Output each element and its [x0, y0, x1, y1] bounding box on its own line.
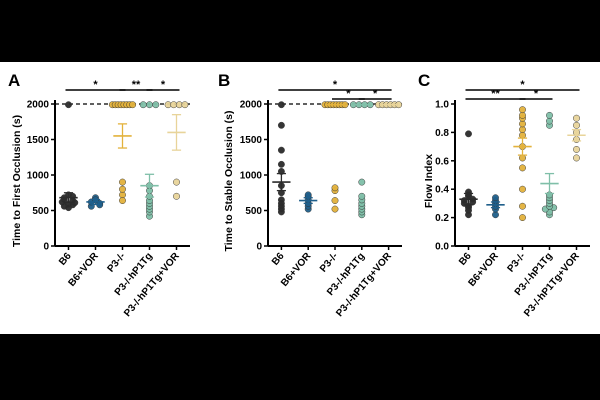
data-point-p3-hp1tg-vor	[573, 121, 580, 129]
data-point-b6	[277, 160, 285, 168]
data-point-p3-hp1tg-vor	[173, 192, 180, 200]
y-tick-label: 1000	[27, 171, 50, 182]
panel-letter: A	[8, 71, 20, 90]
data-point-p3	[519, 202, 526, 210]
y-tick-label: 0	[43, 242, 49, 253]
data-point-p3-hp1tg	[546, 111, 553, 119]
data-point-b6	[277, 121, 285, 129]
data-point-p3-hp1tg-vor	[573, 145, 580, 153]
y-tick-label: 0.2	[435, 213, 449, 224]
data-point-p3-hp1tg	[146, 101, 153, 109]
y-tick-label: 0	[256, 242, 262, 253]
data-point-p3	[519, 185, 526, 193]
panel-b: B Time to Stable Occlusion (s) 0 500 1000 150…	[218, 71, 403, 319]
category-label-p3: P3-/-	[105, 251, 127, 275]
figure-panel: A Time to First Occlusion (s) 0 500 1000 1500…	[0, 62, 600, 334]
y-tick-label: 2000	[240, 100, 263, 111]
significance-label: *	[520, 79, 525, 91]
data-point-p3-hp1tg	[358, 192, 366, 200]
category-label-p3: P3-/-	[318, 251, 340, 275]
category-label-b6: B6	[270, 251, 287, 268]
data-point-p3-hp1tg-vor	[173, 178, 180, 186]
category-label-p3: P3-/-	[505, 251, 527, 275]
data-point-p3-hp1tg	[139, 101, 147, 109]
y-axis-title: Time to First Occlusion (s)	[11, 115, 23, 247]
data-point-b6	[65, 101, 72, 109]
figure-svg: A Time to First Occlusion (s) 0 500 1000 1500…	[8, 71, 590, 319]
category-label-b6: B6	[457, 251, 474, 268]
category-label-b6-vor: B6+VOR	[66, 250, 101, 289]
data-point-p3-hp1tg-vor	[181, 101, 189, 109]
significance-label: *	[333, 79, 338, 91]
y-tick-label: 1000	[240, 171, 263, 182]
data-point-p3	[119, 178, 126, 186]
y-tick-label: 1.0	[435, 100, 449, 111]
data-point-p3	[119, 197, 126, 205]
y-tick-label: 0.6	[435, 156, 449, 167]
category-label-b6-vor: B6+VOR	[466, 250, 501, 289]
panel-letter: B	[218, 71, 230, 90]
significance-label: **	[491, 88, 500, 100]
significance-label: *	[161, 79, 166, 91]
data-point-p3	[331, 205, 339, 213]
data-point-p3-hp1tg-vor	[573, 114, 580, 122]
data-point-p3	[519, 106, 526, 114]
panel-a: A Time to First Occlusion (s) 0 500 1000 1500…	[8, 71, 190, 319]
data-point-p3	[519, 164, 526, 172]
data-point-b6	[277, 101, 285, 109]
data-point-p3	[119, 185, 126, 193]
y-tick-label: 2000	[27, 100, 50, 111]
y-tick-label: 500	[245, 206, 262, 217]
significance-label: *	[373, 88, 378, 100]
significance-label: *	[346, 88, 351, 100]
data-point-p3-hp1tg	[152, 101, 160, 109]
y-tick-label: 500	[32, 206, 49, 217]
data-point-p3	[331, 184, 339, 192]
category-label-b6: B6	[57, 251, 74, 268]
y-axis-title: Flow Index	[423, 154, 435, 208]
data-point-p3	[331, 197, 339, 205]
significance-label: **	[132, 79, 141, 91]
data-point-p3-hp1tg-vor	[573, 154, 580, 162]
y-tick-label: 1500	[240, 135, 263, 146]
data-point-p3-hp1tg	[358, 178, 366, 186]
y-tick-label: 1500	[27, 135, 50, 146]
data-point-b6	[277, 196, 285, 204]
data-point-b6-vor	[492, 194, 499, 202]
significance-label: *	[534, 88, 539, 100]
y-tick-label: 0.4	[435, 185, 449, 196]
panel-letter: C	[418, 71, 430, 90]
data-point-p3	[129, 101, 137, 109]
y-tick-label: 0.8	[435, 128, 449, 139]
data-point-b6	[277, 146, 285, 154]
y-axis-title: Time to Stable Occlusion (s)	[223, 110, 235, 251]
data-point-b6	[465, 130, 472, 138]
y-tick-label: 0.0	[435, 242, 449, 253]
significance-label: *	[93, 79, 98, 91]
data-point-p3	[519, 214, 526, 222]
